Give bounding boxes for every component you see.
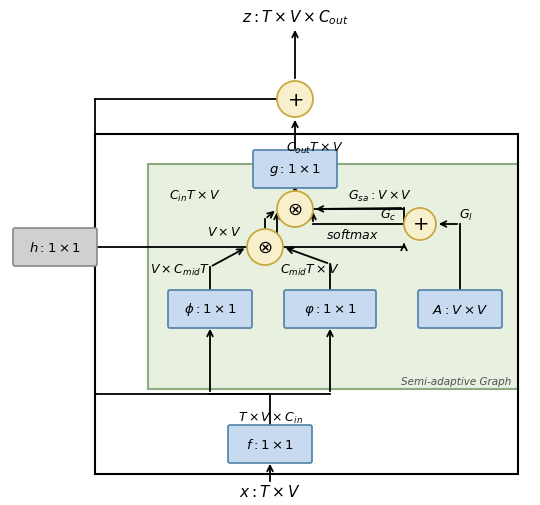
Circle shape bbox=[247, 230, 283, 266]
FancyBboxPatch shape bbox=[284, 290, 376, 328]
Text: $G_c$: $G_c$ bbox=[380, 207, 396, 222]
Text: $g: 1\times1$: $g: 1\times1$ bbox=[269, 162, 321, 178]
Text: $h: 1\times1$: $h: 1\times1$ bbox=[29, 240, 81, 255]
Text: $z: T\times V\times C_{out}$: $z: T\times V\times C_{out}$ bbox=[241, 9, 348, 27]
Circle shape bbox=[404, 209, 436, 240]
Text: $C_{in}T\times V$: $C_{in}T\times V$ bbox=[170, 188, 221, 203]
Text: $T\times V\times C_{in}$: $T\times V\times C_{in}$ bbox=[238, 410, 302, 425]
Text: $\varphi: 1\times1$: $\varphi: 1\times1$ bbox=[304, 301, 356, 317]
Text: $+$: $+$ bbox=[412, 215, 428, 234]
FancyBboxPatch shape bbox=[228, 425, 312, 463]
FancyBboxPatch shape bbox=[148, 165, 518, 389]
Text: $\otimes$: $\otimes$ bbox=[287, 200, 303, 219]
Text: $C_{out}T\times V$: $C_{out}T\times V$ bbox=[286, 140, 344, 155]
Text: $A: V\times V$: $A: V\times V$ bbox=[431, 303, 488, 316]
Text: $f: 1\times1$: $f: 1\times1$ bbox=[246, 437, 294, 451]
Text: $\phi: 1\times1$: $\phi: 1\times1$ bbox=[184, 301, 236, 318]
Text: $softmax$: $softmax$ bbox=[326, 228, 379, 241]
Text: $V\times V$: $V\times V$ bbox=[207, 225, 242, 238]
Circle shape bbox=[277, 191, 313, 228]
Text: $\otimes$: $\otimes$ bbox=[257, 238, 273, 257]
Text: Semi-adaptive Graph: Semi-adaptive Graph bbox=[401, 376, 511, 386]
FancyBboxPatch shape bbox=[168, 290, 252, 328]
Text: $V\times C_{mid}T$: $V\times C_{mid}T$ bbox=[150, 262, 210, 277]
Text: $G_l$: $G_l$ bbox=[459, 207, 473, 222]
FancyBboxPatch shape bbox=[253, 150, 337, 189]
Circle shape bbox=[277, 82, 313, 118]
Text: $C_{mid}T\times V$: $C_{mid}T\times V$ bbox=[280, 262, 340, 277]
FancyBboxPatch shape bbox=[13, 229, 97, 267]
Text: $x: T\times V$: $x: T\times V$ bbox=[239, 483, 301, 499]
FancyBboxPatch shape bbox=[418, 290, 502, 328]
Text: $G_{sa}: V\times V$: $G_{sa}: V\times V$ bbox=[348, 188, 412, 203]
Text: $+$: $+$ bbox=[287, 90, 303, 109]
